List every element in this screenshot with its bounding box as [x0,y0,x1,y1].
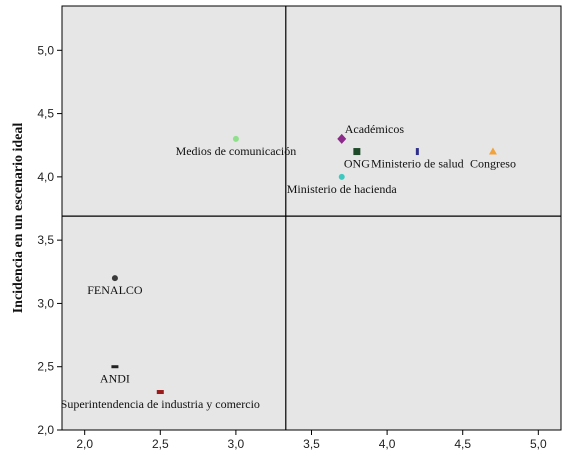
x-tick-label: 3,5 [303,437,320,451]
data-point [156,390,164,395]
point-label: Superintendencia de industria y comercio [61,397,260,411]
data-point [488,147,497,155]
x-tick-label: 3,0 [228,437,245,451]
data-point [415,148,419,156]
point-label: ANDI [100,372,130,386]
data-point [232,135,239,142]
plot-area [61,5,562,431]
reference-lines [62,6,561,430]
y-tick-label: 2,5 [37,360,54,374]
data-points [111,133,497,395]
data-point [353,148,361,156]
y-tick-label: 3,0 [37,296,54,310]
x-tick-label: 2,5 [152,437,169,451]
data-point [111,275,118,282]
data-point [338,173,345,180]
point-label: Ministerio de salud [371,157,464,171]
point-label: FENALCO [87,283,143,297]
x-tick-label: 5,0 [530,437,547,451]
y-tick-label: 3,5 [37,233,54,247]
y-tick-label: 2,0 [37,423,54,437]
x-tick-label: 2,0 [76,437,93,451]
point-label: Medios de comunicación [176,144,297,158]
x-tick-label: 4,0 [379,437,396,451]
y-tick-label: 5,0 [37,43,54,57]
data-point [337,133,347,144]
point-label: ONG [344,157,370,171]
y-axis-title: Incidencia en un escenario ideal [11,123,26,314]
y-axis: 2,0 2,5 3,0 3,5 4,0 4,5 5,0 [37,43,62,437]
y-tick-label: 4,0 [37,170,54,184]
point-label: Académicos [345,122,405,136]
point-label: Ministerio de hacienda [287,182,398,196]
data-point [111,365,119,369]
x-tick-label: 4,5 [454,437,471,451]
y-tick-label: 4,5 [37,107,54,121]
x-axis: 2,0 2,5 3,0 3,5 4,0 4,5 5,0 [76,430,547,451]
point-label: Congreso [470,157,516,171]
